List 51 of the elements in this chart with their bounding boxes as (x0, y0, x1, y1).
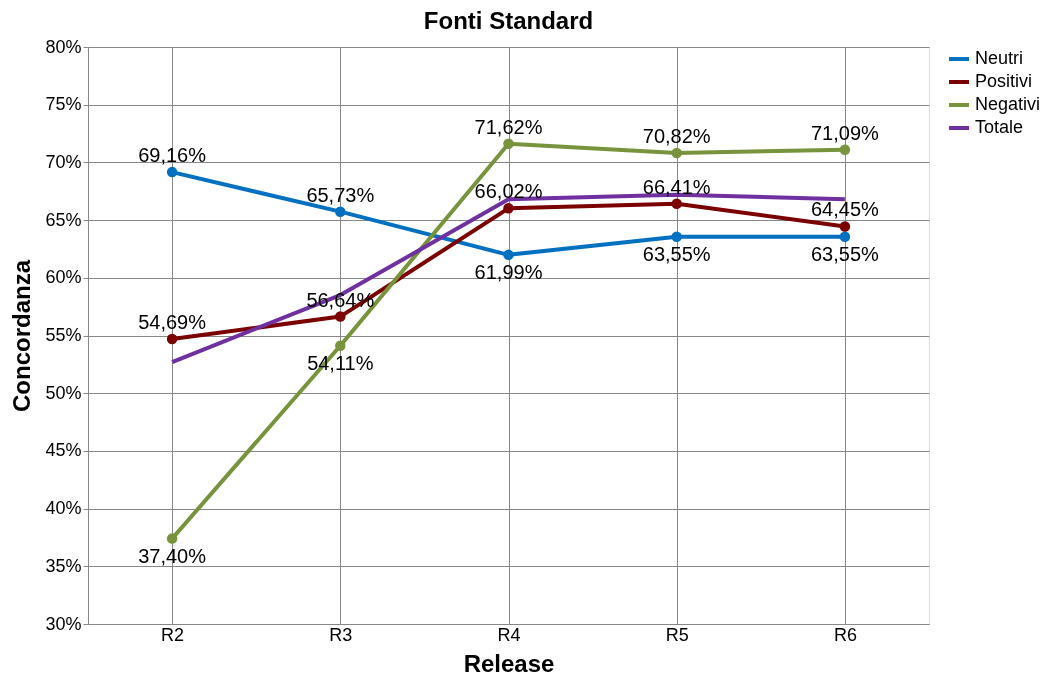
legend-label: Positivi (975, 71, 1033, 91)
y-tick-label: 45% (45, 440, 82, 461)
point (671, 147, 682, 159)
y-tick-label: 70% (45, 151, 82, 172)
point (839, 144, 851, 156)
point (503, 203, 514, 214)
y-tick-label: 30% (45, 613, 82, 634)
y-tick-label: 60% (45, 267, 82, 288)
point (839, 221, 851, 232)
legend-label: Totale (975, 117, 1024, 137)
legend-label: Negativi (975, 94, 1041, 114)
data-label: 54,69% (138, 311, 207, 334)
point (503, 249, 514, 261)
point (335, 311, 346, 322)
point (839, 231, 851, 243)
chart-title: Fonti Standard (423, 7, 594, 34)
y-tick-label: 55% (45, 325, 82, 345)
y-tick-label: 40% (45, 498, 82, 519)
data-label: 63,55% (642, 242, 711, 265)
legend-label: Neutri (975, 48, 1024, 68)
point (335, 206, 346, 217)
y-tick-label: 35% (45, 555, 82, 576)
data-label: 71,62% (474, 115, 543, 138)
data-label: 66,02% (474, 180, 543, 203)
data-label: 70,82% (642, 124, 711, 147)
point (335, 340, 346, 351)
y-tick-label: 65% (45, 209, 82, 230)
data-label: 69,16% (138, 144, 207, 167)
point (671, 198, 682, 210)
data-label: 64,45% (810, 198, 880, 221)
point (503, 138, 514, 149)
data-label: 61,99% (474, 260, 543, 283)
point (166, 533, 178, 544)
y-tick-label: 50% (45, 382, 82, 403)
x-tick-label: R2 (161, 624, 185, 645)
x-tick-label: R6 (833, 624, 857, 645)
x-axis-title: Release (463, 649, 555, 677)
point (166, 166, 178, 178)
y-axis-title: Concordanza (8, 259, 36, 413)
data-label: 63,55% (810, 242, 880, 265)
x-tick-label: R4 (497, 624, 521, 645)
data-label: 65,73% (306, 183, 375, 206)
x-tick-label: R3 (329, 624, 353, 645)
point (166, 333, 178, 345)
data-label: 37,40% (138, 544, 207, 567)
y-tick-label: 75% (45, 94, 82, 115)
data-label: 66,41% (642, 175, 711, 198)
point (671, 231, 682, 243)
data-label: 71,09% (810, 121, 880, 144)
x-tick-label: R5 (665, 624, 689, 645)
y-tick-label: 80% (45, 36, 82, 57)
